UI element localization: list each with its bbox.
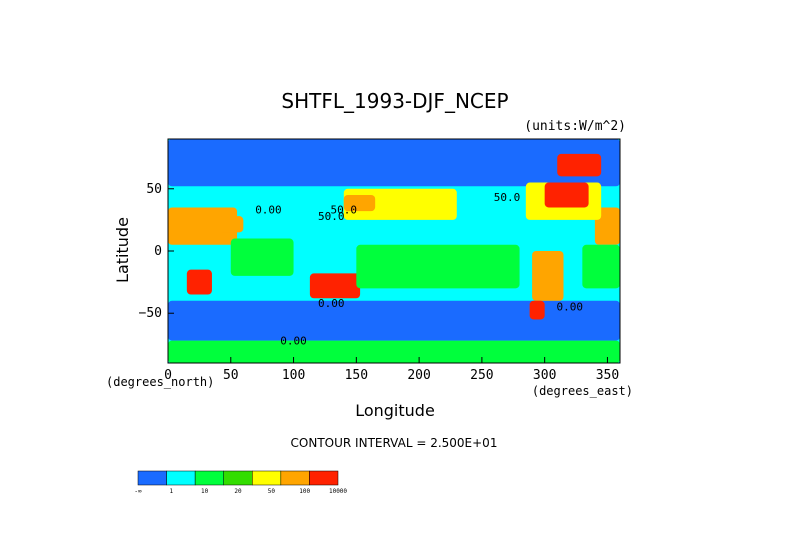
colorbar-swatch [280, 470, 310, 486]
x-tick-label: 0 [164, 368, 172, 383]
x-tick-label: 100 [282, 368, 305, 383]
x-unit-label: (degrees_east) [532, 384, 633, 398]
chart-title: SHTFL_1993-DJF_NCEP [281, 89, 508, 113]
contour-label: 50.0 [318, 210, 345, 223]
colorbar-swatch [309, 470, 339, 486]
x-tick-label: 50 [223, 368, 239, 383]
contour-label: 0.00 [557, 301, 584, 314]
region-south-africa [186, 269, 212, 295]
region-pacific-green [356, 244, 520, 289]
x-tick-label: 300 [533, 368, 556, 383]
colorbar-tick-label: 20 [234, 488, 242, 495]
region-atlantic-green [582, 244, 620, 289]
x-tick-label: 150 [345, 368, 368, 383]
region-sahara-east [168, 207, 238, 245]
colorbar-swatch [252, 470, 282, 486]
contour-label: 0.00 [318, 297, 345, 310]
y-tick-label: 50 [146, 182, 162, 197]
colorbar-tick-label: 1 [170, 488, 174, 495]
colorbar-swatch [166, 470, 196, 486]
contour-label: 0.00 [280, 334, 307, 347]
region-antarctica [168, 340, 620, 363]
x-tick-label: 200 [407, 368, 430, 383]
colorbar-tick-label: 10 [201, 488, 209, 495]
region-arabia [218, 216, 244, 233]
region-greenland-hot [557, 153, 602, 177]
x-axis-label: Longitude [355, 401, 435, 420]
contour-interval-text: CONTOUR INTERVAL = 2.500E+01 [291, 436, 498, 450]
region-australia [309, 273, 361, 299]
colorbar-tick-label: 50 [268, 488, 276, 495]
y-unit-label: (degrees_north) [106, 375, 214, 389]
colorbar: -∞ 1 10 20 50 100 10000 [134, 470, 347, 495]
region-indian-ocean-green [230, 238, 294, 276]
units-label: (units:W/m^2) [524, 119, 626, 134]
region-patagonia [529, 300, 545, 320]
contour-label: 0.00 [255, 204, 282, 217]
region-kuroshio-hot [343, 195, 376, 212]
y-tick-label: −50 [139, 306, 162, 321]
region-south-america [532, 251, 564, 301]
x-tick-label: 250 [470, 368, 493, 383]
colorbar-swatch [194, 470, 224, 486]
x-tick-label: 350 [596, 368, 619, 383]
colorbar-tick-label: -∞ [134, 488, 142, 495]
colorbar-tick-label: 100 [299, 488, 310, 495]
region-north-atlantic-hot [544, 182, 589, 208]
colorbar-swatch [223, 470, 253, 486]
y-tick-label: 0 [154, 244, 162, 259]
region-sahara [594, 207, 620, 245]
contour-label: 50.0 [494, 191, 521, 204]
y-axis-label: Latitude [113, 217, 132, 283]
region-north-polar-ocean [168, 139, 620, 187]
region-southern-ocean [168, 300, 620, 341]
contour-label: 50.0 [331, 204, 358, 217]
colorbar-swatch [137, 470, 167, 486]
colorbar-tick-label: 10000 [329, 488, 347, 495]
